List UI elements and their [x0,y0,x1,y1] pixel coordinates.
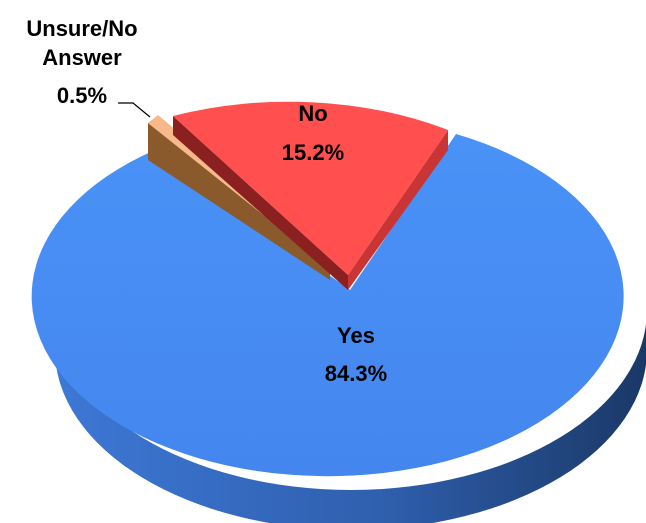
label-no-value: 15.2% [282,140,344,165]
slice-no-right-side [348,130,448,290]
label-yes-value: 84.3% [325,361,387,386]
label-unsure-line2: Answer [42,45,122,70]
label-unsure-value: 0.5% [57,83,107,108]
slice-yes-top [31,134,624,477]
slice-yes [31,134,646,523]
label-yes: Yes [337,323,375,348]
leader-line-unsure [118,102,151,118]
slice-no [173,101,448,290]
label-unsure-line1: Unsure/No [26,16,137,41]
label-no: No [298,101,327,126]
slice-no-top [173,101,448,276]
slice-no-left-side [173,116,348,290]
slice-unsure-side [148,123,330,280]
slice-yes-side [55,310,646,523]
